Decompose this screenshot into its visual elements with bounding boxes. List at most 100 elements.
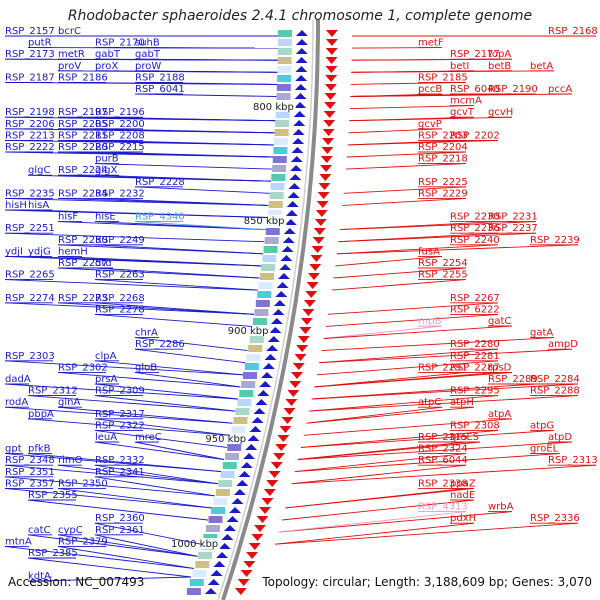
gene-label-right: RSP_2237 bbox=[488, 223, 538, 234]
right-strand-feature bbox=[325, 57, 338, 64]
gene-connector-left bbox=[57, 371, 241, 388]
gene-label-left: RSP_2222 bbox=[5, 142, 55, 153]
gene-label-left: glnA bbox=[58, 397, 80, 408]
gene-label-left: RSP_2205 bbox=[58, 119, 108, 130]
left-feature-box bbox=[243, 372, 258, 379]
gene-label-left: mtnA bbox=[5, 536, 32, 547]
gene-label-left: RSP_2198 bbox=[5, 107, 55, 118]
gene-connector-right bbox=[274, 522, 475, 545]
gene-label-left: mreC bbox=[135, 432, 162, 443]
left-strand-feature bbox=[282, 237, 295, 243]
left-feature-box bbox=[275, 111, 290, 118]
left-strand-feature bbox=[269, 327, 282, 333]
gene-connector-left bbox=[134, 221, 266, 231]
left-strand-feature bbox=[272, 309, 285, 315]
gene-label-left: RSP_2200 bbox=[95, 119, 145, 130]
gene-label-right: fusA bbox=[418, 246, 440, 257]
gene-label-right: RSP_2338 bbox=[418, 478, 468, 489]
left-feature-box bbox=[215, 489, 230, 496]
gene-label-left: hisA bbox=[28, 200, 49, 211]
left-feature-box bbox=[246, 354, 261, 361]
gene-connector-left bbox=[94, 418, 230, 436]
gene-label-left: pbpA bbox=[28, 409, 54, 420]
gene-connector-left bbox=[134, 348, 246, 364]
left-feature-box bbox=[222, 462, 237, 469]
gene-label-right: gatC bbox=[488, 316, 511, 327]
left-feature-box bbox=[264, 237, 279, 244]
gene-label-left: hisH bbox=[5, 200, 27, 211]
gene-label-left: catC bbox=[28, 525, 51, 536]
left-feature-box bbox=[195, 561, 210, 568]
left-strand-feature bbox=[262, 363, 275, 369]
left-strand-feature bbox=[289, 174, 302, 180]
gene-label-left: RSP_2312 bbox=[28, 386, 78, 397]
gene-label-right: RSP_2308 bbox=[450, 420, 500, 431]
left-feature-box bbox=[257, 291, 272, 298]
gene-connector-left bbox=[94, 174, 271, 182]
gene-label-left: prsA bbox=[95, 374, 118, 385]
gene-label-left: RSP_2224 bbox=[58, 165, 108, 176]
gene-label-left: kdtA bbox=[28, 571, 51, 582]
gene-label-left: RSP_2322 bbox=[95, 420, 145, 431]
left-feature-box bbox=[208, 516, 223, 523]
right-strand-feature bbox=[296, 345, 309, 352]
gene-connector-left bbox=[94, 267, 260, 279]
gene-label-left: RSP_2228 bbox=[135, 177, 185, 188]
gene-label-left: dtd bbox=[95, 258, 112, 269]
gene-label-right: RSP_6040 bbox=[450, 84, 500, 95]
scale-tick-label: 1000 kbp bbox=[171, 539, 218, 550]
gene-label-right: mcmA bbox=[450, 96, 482, 107]
gene-label-right: RSP_2280 bbox=[450, 339, 500, 350]
gene-connector-right bbox=[323, 325, 513, 339]
right-strand-feature bbox=[281, 417, 294, 424]
gene-label-left: RSP_2351 bbox=[5, 467, 55, 478]
gene-label-left: RSP_2170 bbox=[95, 38, 145, 49]
gene-connector-right bbox=[291, 464, 597, 485]
gene-connector-right bbox=[303, 418, 513, 436]
gene-label-left: chrA bbox=[135, 328, 158, 339]
gene-label-right: atpC bbox=[418, 397, 441, 408]
left-feature-box bbox=[276, 93, 291, 100]
gene-label-right: RSP_2267 bbox=[450, 293, 500, 304]
gene-label-left: RSP_2213 bbox=[5, 130, 55, 141]
gene-label-left: RSP_2187 bbox=[5, 72, 55, 83]
left-feature-box bbox=[244, 363, 259, 370]
gene-label-right: atpD bbox=[548, 432, 572, 443]
gene-connector-right bbox=[300, 429, 499, 448]
gene-label-right: RSP_2229 bbox=[418, 188, 468, 199]
gene-connector-right bbox=[278, 511, 467, 533]
gene-label-right: RSP_2289 bbox=[488, 374, 538, 385]
left-strand-feature bbox=[264, 354, 277, 360]
left-strand-feature bbox=[286, 201, 299, 207]
right-strand-feature bbox=[319, 174, 332, 181]
gene-label-left: RSP_2350 bbox=[58, 478, 108, 489]
gene-connector-left bbox=[94, 116, 276, 122]
gene-connector-left bbox=[57, 534, 198, 557]
gene-connector-right bbox=[285, 487, 475, 509]
right-strand-feature bbox=[325, 66, 338, 73]
gene-connector-left bbox=[4, 383, 238, 400]
gene-label-right: RSP_2240 bbox=[450, 235, 500, 246]
gene-label-right: RSP_2315 bbox=[418, 432, 468, 443]
right-strand-feature bbox=[253, 525, 266, 532]
gene-connector-left bbox=[4, 279, 258, 291]
gene-connector-left bbox=[27, 557, 192, 578]
gene-label-left: ydjG bbox=[28, 246, 51, 257]
left-feature-box bbox=[213, 498, 228, 505]
gene-label-left: leuA bbox=[95, 432, 117, 443]
left-feature-box bbox=[277, 30, 292, 37]
right-strand-feature bbox=[315, 210, 328, 217]
right-strand-feature bbox=[237, 579, 250, 586]
gene-label-left: glgX bbox=[95, 165, 117, 176]
gene-label-right: RSP_2284 bbox=[530, 374, 580, 385]
left-feature-box bbox=[248, 345, 263, 352]
left-feature-box bbox=[261, 264, 276, 271]
gene-connector-right bbox=[350, 93, 573, 97]
gene-label-left: RSP_2385 bbox=[28, 548, 78, 559]
gene-label-left: RSP_2302 bbox=[58, 362, 108, 373]
scale-tick-bg bbox=[210, 433, 249, 444]
accession-label: Accession: NC_007493 bbox=[8, 575, 145, 589]
left-feature-box bbox=[258, 282, 273, 289]
gene-label-right: gcvT bbox=[450, 107, 475, 118]
gene-label-right: nadE bbox=[450, 490, 475, 501]
